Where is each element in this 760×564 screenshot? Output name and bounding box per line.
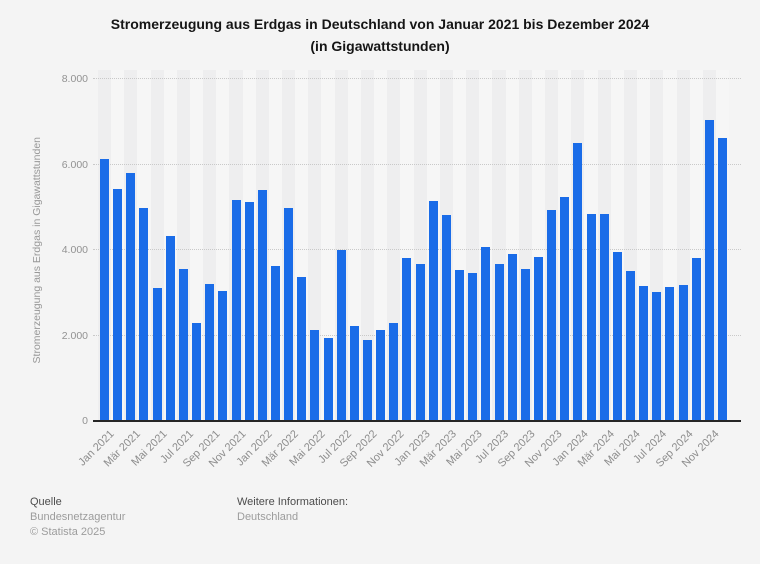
- copyright: © Statista 2025: [30, 526, 106, 538]
- gridline-4000: [93, 249, 741, 250]
- bar[interactable]: [218, 291, 228, 420]
- bar[interactable]: [494, 263, 504, 420]
- bar[interactable]: [113, 189, 123, 420]
- bar[interactable]: [678, 284, 688, 420]
- plot-area: [93, 70, 741, 422]
- bar[interactable]: [310, 330, 320, 420]
- bar[interactable]: [468, 273, 478, 420]
- column-stripe: [360, 70, 375, 422]
- bar[interactable]: [520, 269, 530, 420]
- bar[interactable]: [402, 258, 412, 420]
- chart-title: Stromerzeugung aus Erdgas in Deutschland…: [20, 13, 740, 57]
- bar[interactable]: [270, 265, 280, 420]
- y-tick-label: 4.000: [61, 244, 88, 256]
- bar[interactable]: [336, 249, 346, 420]
- chart-title-line2: (in Gigawattstunden): [310, 38, 450, 54]
- bar[interactable]: [126, 172, 136, 420]
- bar[interactable]: [231, 200, 241, 420]
- bar[interactable]: [139, 207, 149, 420]
- bar[interactable]: [100, 159, 109, 420]
- bar[interactable]: [612, 252, 622, 420]
- y-tick-label: 6.000: [61, 158, 88, 171]
- info-block: Weitere Informationen: Deutschland: [237, 495, 348, 525]
- bar[interactable]: [547, 209, 557, 420]
- bar[interactable]: [639, 285, 649, 420]
- source-block: Quelle Bundesnetzagentur © Statista 2025: [30, 495, 125, 540]
- bar[interactable]: [441, 215, 451, 420]
- bar[interactable]: [284, 207, 294, 420]
- bar[interactable]: [205, 284, 215, 420]
- info-value: Deutschland: [237, 511, 299, 523]
- bar[interactable]: [599, 213, 609, 420]
- bar[interactable]: [704, 119, 714, 420]
- y-tick-label: 8.000: [61, 73, 88, 85]
- source-value: Bundesnetzagentur: [30, 511, 126, 523]
- bar[interactable]: [455, 269, 465, 420]
- bar[interactable]: [586, 214, 596, 420]
- bar[interactable]: [389, 322, 399, 420]
- bar[interactable]: [297, 277, 307, 420]
- bar[interactable]: [192, 322, 202, 420]
- bar[interactable]: [244, 202, 254, 420]
- bar[interactable]: [533, 257, 543, 420]
- bar[interactable]: [691, 258, 701, 420]
- chart-title-line1: Stromerzeugung aus Erdgas in Deutschland…: [110, 16, 650, 32]
- bar[interactable]: [428, 201, 438, 420]
- bar[interactable]: [718, 137, 728, 420]
- x-axis-line: [93, 420, 741, 422]
- column-stripe: [321, 70, 335, 422]
- y-tick-label: 2.000: [61, 329, 88, 342]
- bar[interactable]: [481, 246, 491, 420]
- bar[interactable]: [626, 270, 635, 420]
- bar[interactable]: [178, 269, 188, 420]
- bar[interactable]: [415, 263, 425, 420]
- bar[interactable]: [573, 142, 583, 420]
- bar[interactable]: [665, 287, 675, 420]
- bar[interactable]: [152, 287, 162, 420]
- gridline-6000: [93, 163, 741, 165]
- gridline-8000: [93, 78, 741, 79]
- bar[interactable]: [165, 236, 175, 420]
- info-label: Weitere Informationen:: [237, 496, 349, 508]
- bar[interactable]: [507, 254, 517, 420]
- bar[interactable]: [376, 330, 386, 420]
- bar[interactable]: [323, 337, 333, 420]
- bar[interactable]: [560, 196, 570, 420]
- source-label: Quelle: [30, 496, 62, 508]
- bar[interactable]: [363, 339, 372, 420]
- y-tick-label: 0: [82, 415, 88, 427]
- bar[interactable]: [257, 190, 267, 420]
- bar[interactable]: [652, 292, 662, 420]
- bar[interactable]: [349, 325, 359, 420]
